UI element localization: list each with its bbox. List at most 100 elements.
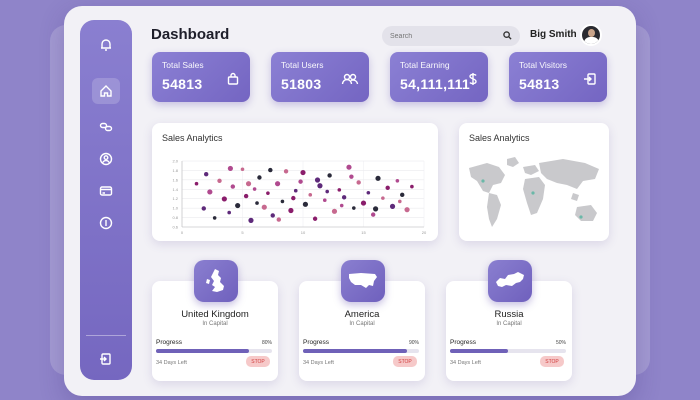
progress-label: Progress — [303, 339, 330, 346]
sidebar-divider — [86, 335, 126, 336]
avatar[interactable] — [580, 24, 602, 46]
data-point — [337, 188, 342, 192]
progress-percent: 90% — [408, 340, 419, 346]
progress-bar — [156, 349, 272, 353]
stat-value: 51803 — [281, 76, 322, 92]
bell-icon[interactable] — [95, 34, 117, 56]
data-point — [375, 175, 381, 181]
data-point — [230, 184, 236, 189]
link-icon[interactable] — [95, 116, 117, 138]
search-input[interactable] — [390, 32, 490, 40]
progress-bar — [303, 349, 419, 353]
data-point — [360, 200, 367, 206]
data-point — [235, 202, 241, 209]
dollar-icon — [468, 72, 478, 91]
data-point — [274, 181, 281, 187]
data-point — [356, 180, 361, 185]
stat-card-total-earning[interactable]: Total Earning 54,111,111 — [390, 52, 488, 102]
map-title: Sales Analytics — [469, 133, 530, 143]
progress-percent: 50% — [555, 340, 566, 346]
data-point — [404, 207, 410, 213]
data-point — [240, 167, 245, 172]
stop-button[interactable]: STOP — [393, 356, 417, 367]
data-point — [194, 181, 199, 186]
search-box[interactable] — [382, 26, 520, 46]
y-tick-label: 1.0 — [172, 206, 178, 211]
data-point — [312, 216, 318, 221]
x-tick-label: 0 — [181, 230, 184, 235]
y-tick-label: 2.0 — [172, 159, 178, 164]
progress-bar — [450, 349, 566, 353]
data-point — [366, 190, 371, 195]
data-point — [280, 199, 285, 204]
data-point — [341, 195, 347, 200]
data-point — [395, 179, 400, 183]
data-point — [298, 179, 303, 184]
search-icon[interactable] — [503, 27, 512, 45]
data-point — [398, 199, 402, 204]
progress-fill — [303, 349, 408, 353]
info-icon[interactable] — [95, 212, 117, 234]
card-icon[interactable] — [95, 180, 117, 202]
world-map-icon — [469, 157, 599, 227]
data-point — [268, 167, 273, 173]
stat-card-total-users[interactable]: Total Users 51803 — [271, 52, 369, 102]
progress-label: Progress — [156, 339, 183, 346]
scatter-chart: 2.0 1.8 1.6 1.4 1.2 1.0 0.8 0.60 5 10 15 20 — [172, 159, 427, 236]
country-subtitle: In Capital — [496, 321, 522, 327]
enter-icon — [583, 72, 597, 91]
logout-icon[interactable] — [95, 348, 117, 370]
stat-card-total-sales[interactable]: Total Sales 54813 — [152, 52, 250, 102]
stat-label: Total Earning — [400, 60, 450, 70]
x-tick-label: 5 — [241, 230, 244, 235]
data-point — [261, 204, 267, 210]
russia-map-icon — [488, 260, 532, 302]
data-point — [252, 187, 257, 191]
data-point — [255, 201, 259, 205]
data-point — [248, 217, 254, 223]
y-tick-label: 1.4 — [172, 187, 178, 192]
data-point — [314, 177, 321, 183]
data-point — [245, 181, 252, 187]
stat-label: Total Visitors — [519, 60, 568, 70]
stat-card-total-visitors[interactable]: Total Visitors 54813 — [509, 52, 607, 102]
stop-button[interactable]: STOP — [540, 356, 564, 367]
stat-label: Total Users — [281, 60, 324, 70]
usa-map-icon — [341, 260, 385, 302]
y-tick-label: 0.6 — [172, 225, 178, 230]
data-point — [302, 201, 309, 207]
data-point — [385, 185, 390, 191]
data-point — [221, 196, 227, 202]
data-point — [257, 175, 262, 180]
user-icon[interactable] — [95, 148, 117, 170]
chart-title: Sales Analytics — [162, 133, 223, 143]
days-left: 34 Days Left — [450, 360, 481, 366]
data-point — [293, 188, 298, 193]
bag-icon — [226, 72, 240, 91]
dashboard-panel: Dashboard Big Smith Total Sales 54813 To… — [64, 6, 636, 396]
data-point — [291, 195, 296, 201]
days-left: 34 Days Left — [156, 360, 187, 366]
days-left: 34 Days Left — [303, 360, 334, 366]
users-icon — [341, 72, 359, 91]
progress-percent: 80% — [261, 340, 272, 346]
country-name: United Kingdom — [181, 309, 249, 320]
data-point — [331, 208, 338, 214]
progress-label: Progress — [450, 339, 477, 346]
sales-analytics-map-card: Sales Analytics — [459, 123, 609, 241]
data-point — [217, 178, 222, 183]
country-name: America — [344, 309, 380, 320]
data-point — [410, 184, 414, 189]
stop-button[interactable]: STOP — [246, 356, 270, 367]
data-point — [288, 207, 294, 214]
y-tick-label: 1.6 — [172, 177, 178, 182]
data-point — [300, 169, 306, 176]
home-icon[interactable] — [92, 78, 120, 104]
stat-value: 54813 — [162, 76, 203, 92]
y-tick-label: 1.8 — [172, 168, 178, 173]
stat-label: Total Sales — [162, 60, 204, 70]
uk-map-icon — [194, 260, 238, 302]
sales-analytics-scatter-card: Sales Analytics 2.0 1.8 1.6 1.4 1.2 1.0 0.8 0.6… — [152, 123, 438, 241]
progress-fill — [156, 349, 249, 353]
page-title: Dashboard — [151, 26, 230, 43]
